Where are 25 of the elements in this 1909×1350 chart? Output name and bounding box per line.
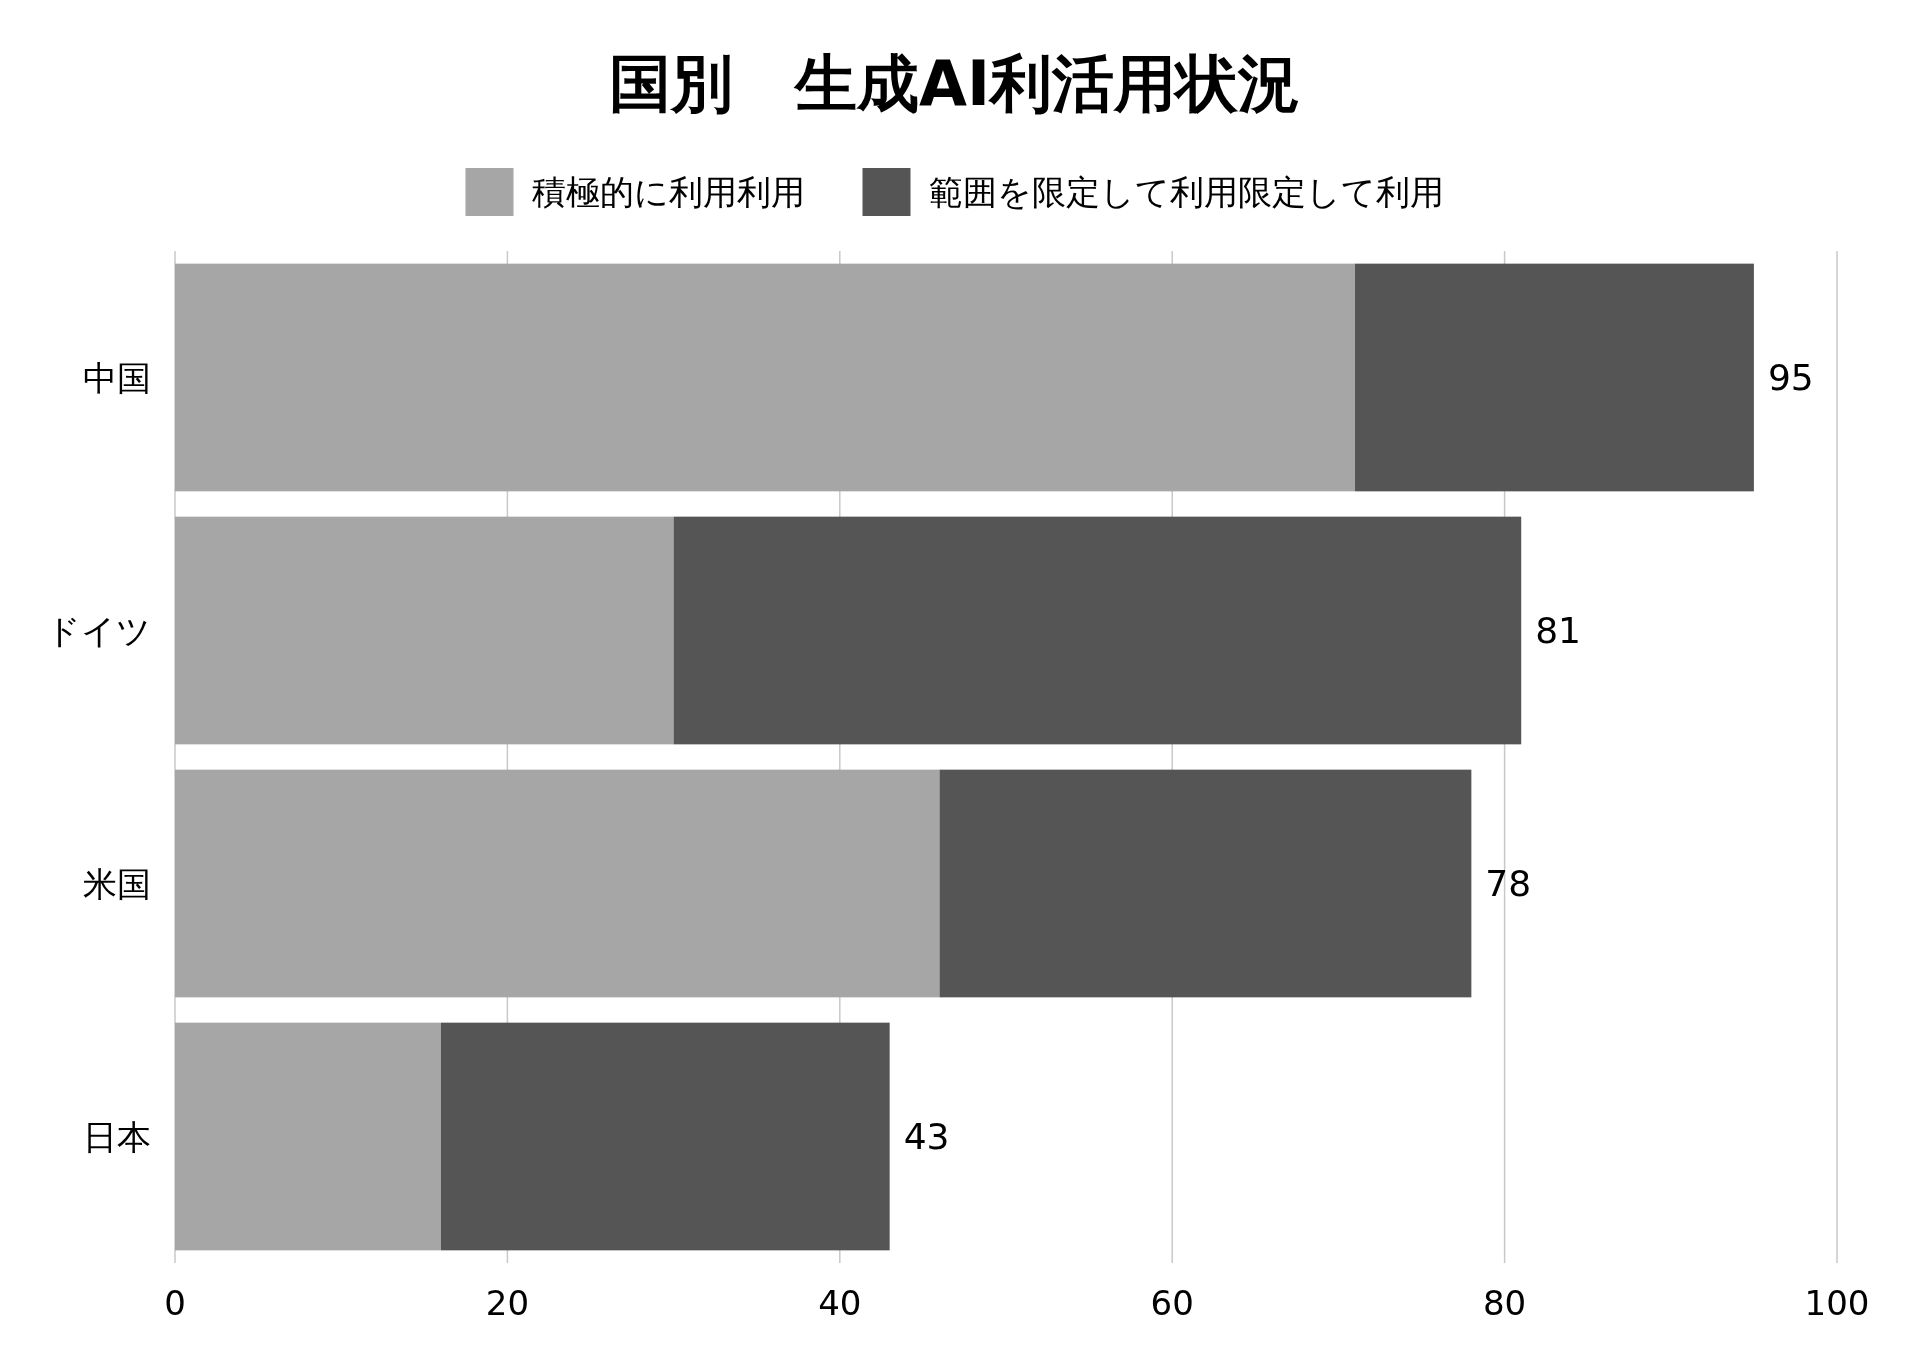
total-label: 81	[1535, 609, 1582, 651]
x-tick-label: 0	[164, 1283, 186, 1323]
bar	[175, 1022, 441, 1251]
legend-label: 積極的に利用利用	[531, 172, 805, 212]
total-label: 43	[903, 1115, 950, 1157]
bar	[440, 1022, 890, 1251]
x-tick-label: 60	[1150, 1283, 1194, 1323]
y-tick-label: ドイツ	[46, 610, 151, 651]
total-label: 95	[1767, 356, 1814, 398]
y-tick-label: 中国	[83, 357, 151, 398]
bar	[673, 516, 1522, 745]
y-tick-label: 日本	[83, 1116, 151, 1157]
x-tick-label: 100	[1804, 1283, 1870, 1323]
total-label: 78	[1485, 862, 1532, 904]
bar	[175, 769, 940, 998]
bar	[175, 516, 674, 745]
legend-label: 範囲を限定して利用限定して利用	[928, 172, 1444, 212]
bar	[939, 769, 1472, 998]
x-tick-label: 40	[818, 1283, 862, 1323]
bar	[175, 263, 1356, 492]
bar	[1355, 263, 1754, 492]
x-tick-label: 80	[1482, 1283, 1527, 1323]
x-tick-label: 20	[485, 1283, 530, 1323]
y-tick-label: 米国	[83, 863, 151, 904]
chart-title: 国別 生成AI利活用状況	[608, 47, 1301, 120]
